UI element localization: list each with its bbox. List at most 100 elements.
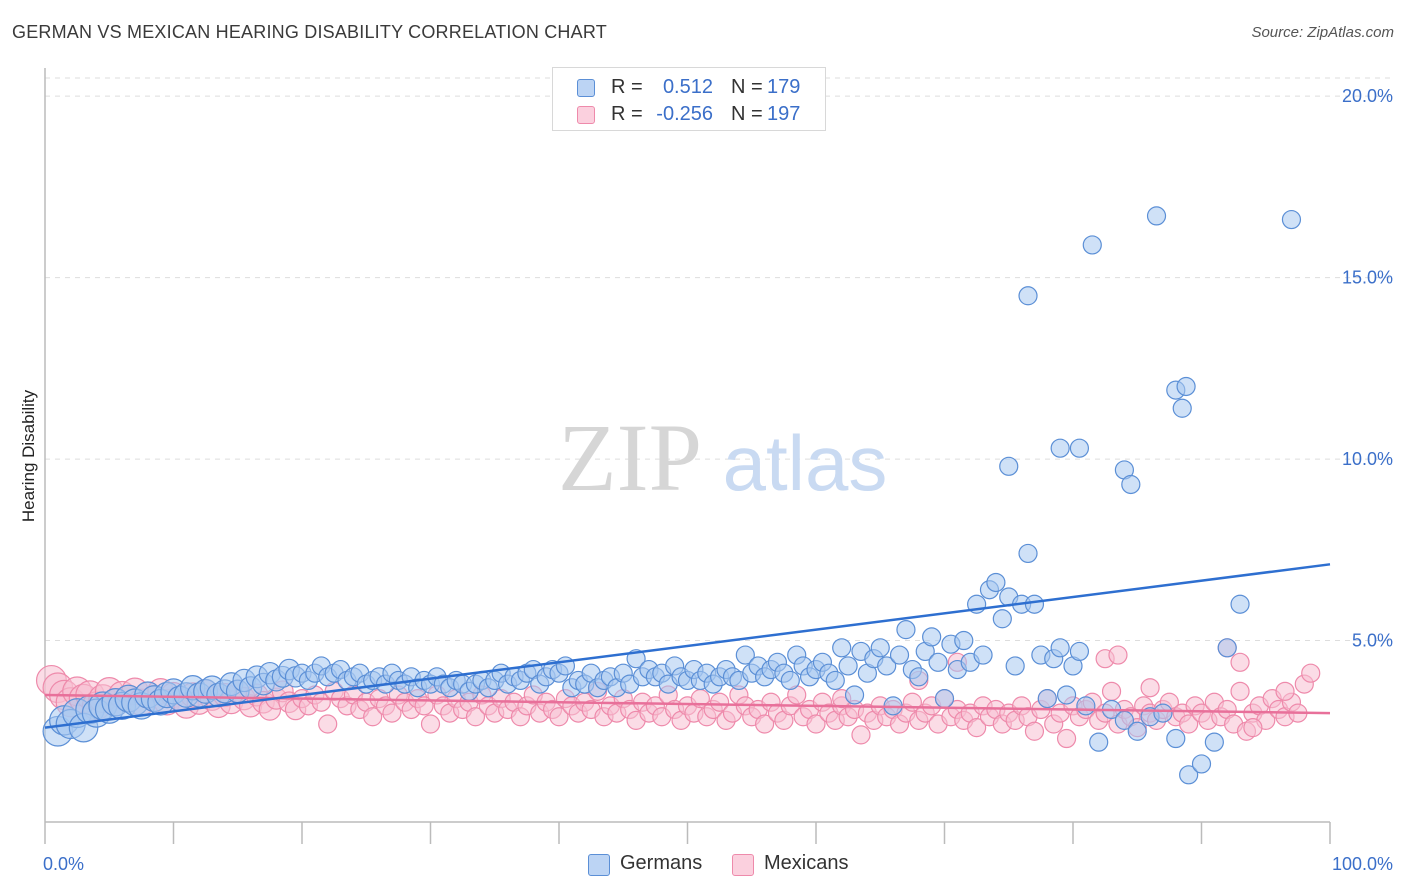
mexicans-point bbox=[851, 725, 871, 745]
germans-point bbox=[973, 645, 993, 665]
germans-point bbox=[832, 638, 852, 658]
mexicans-point bbox=[1056, 728, 1077, 749]
mexicans-point bbox=[420, 714, 441, 734]
germans-point bbox=[1176, 376, 1196, 397]
trend-lines bbox=[44, 563, 1331, 729]
germans-point bbox=[1024, 594, 1045, 614]
germans-point bbox=[1146, 206, 1167, 226]
germans-point bbox=[1204, 732, 1224, 752]
legend-swatch-germans bbox=[577, 79, 595, 97]
germans-point bbox=[1089, 732, 1109, 752]
germans-point bbox=[1191, 754, 1212, 774]
germans-point bbox=[986, 572, 1006, 593]
mexicans-trend-line bbox=[44, 693, 1331, 715]
y-tick-label: 15.0% bbox=[1342, 268, 1393, 288]
germans-point bbox=[896, 620, 916, 640]
y-axis-label: Hearing Disability bbox=[19, 389, 38, 522]
legend-row-germans: R = 0.512 N = 179 bbox=[553, 74, 825, 102]
watermark-atlas: atlas bbox=[723, 419, 888, 507]
mexicans-point bbox=[1230, 652, 1250, 672]
mexicans-point bbox=[1179, 714, 1199, 734]
legend-n-label: N = bbox=[731, 76, 763, 98]
germans-point bbox=[838, 656, 858, 676]
y-tick-label: 20.0% bbox=[1342, 86, 1393, 106]
legend-label-germans: Germans bbox=[620, 852, 703, 874]
germans-point bbox=[825, 670, 845, 691]
germans-point bbox=[992, 609, 1012, 629]
legend-n-value: 179 bbox=[767, 76, 801, 98]
germans-point bbox=[780, 670, 800, 691]
y-tick-label: 10.0% bbox=[1342, 449, 1393, 469]
germans-point bbox=[1005, 656, 1025, 676]
mexicans-point bbox=[465, 707, 486, 727]
chart-title: GERMAN VS MEXICAN HEARING DISABILITY COR… bbox=[12, 22, 607, 42]
mexicans-point bbox=[967, 718, 987, 738]
mexicans-point bbox=[1101, 681, 1122, 701]
germans-point bbox=[1069, 641, 1090, 662]
germans-trend-line bbox=[44, 563, 1331, 729]
legend-r-label: R = bbox=[611, 76, 643, 98]
watermark: ZIP atlas bbox=[558, 404, 887, 511]
mexicans-point bbox=[1024, 721, 1045, 741]
legend-n-value: 197 bbox=[767, 103, 801, 125]
mexicans-point bbox=[1275, 681, 1295, 701]
germans-point bbox=[1037, 689, 1057, 709]
mexicans-point bbox=[710, 692, 730, 712]
mexicans-point bbox=[1140, 678, 1160, 698]
legend-r-value: -0.256 bbox=[656, 103, 713, 125]
germans-point bbox=[1076, 696, 1096, 716]
legend-r-label: R = bbox=[611, 103, 643, 125]
y-tick-label: 5.0% bbox=[1352, 631, 1393, 651]
germans-point bbox=[1172, 398, 1192, 418]
germans-point bbox=[928, 652, 948, 672]
germans-point bbox=[1281, 209, 1302, 230]
germans-point bbox=[1127, 721, 1147, 741]
correlation-legend: R = 0.512 N = 179 R = -0.256 N = 197 bbox=[552, 67, 826, 131]
germans-point bbox=[1153, 703, 1173, 723]
mexicans-point bbox=[382, 703, 402, 723]
germans-point bbox=[1121, 474, 1141, 495]
legend-swatch-mexicans bbox=[732, 854, 754, 876]
grid-lines bbox=[45, 77, 1393, 642]
legend-r-value: 0.512 bbox=[662, 76, 713, 98]
legend-swatch-germans bbox=[588, 854, 610, 876]
germans-point bbox=[954, 630, 974, 651]
germans-point bbox=[934, 689, 955, 709]
watermark-zip: ZIP bbox=[558, 404, 702, 511]
mexicans-point bbox=[1108, 645, 1128, 665]
legend-label-mexicans: Mexicans bbox=[764, 852, 849, 874]
germans-point bbox=[1050, 638, 1070, 658]
mexicans-point bbox=[318, 714, 338, 734]
germans-point bbox=[1217, 638, 1237, 658]
germans-point bbox=[844, 685, 865, 705]
legend-row-mexicans: R = -0.256 N = 197 bbox=[553, 101, 825, 129]
mexicans-point bbox=[806, 714, 826, 734]
germans-point bbox=[1069, 438, 1090, 458]
tick-labels: 5.0% 10.0% 15.0% 20.0% 0.0% 100.0% bbox=[43, 86, 1393, 874]
mexicans-point bbox=[549, 707, 569, 727]
germans-point bbox=[1082, 235, 1102, 255]
germans-point bbox=[1050, 438, 1070, 458]
germans-point bbox=[735, 645, 755, 665]
mexicans-point bbox=[1230, 681, 1250, 701]
germans-point bbox=[1230, 594, 1250, 614]
mexicans-point bbox=[1243, 718, 1263, 738]
mexicans-point bbox=[754, 714, 775, 734]
x-tick-label: 100.0% bbox=[1332, 854, 1393, 874]
germans-point bbox=[877, 656, 897, 676]
germans-point bbox=[1179, 765, 1199, 785]
source-credit: Source: ZipAtlas.com bbox=[1251, 24, 1394, 41]
germans-point bbox=[889, 645, 910, 665]
x-tick-label: 0.0% bbox=[43, 854, 84, 874]
germans-point bbox=[1166, 728, 1186, 749]
germans-point bbox=[1018, 286, 1038, 306]
axes bbox=[44, 68, 1331, 844]
germans-point bbox=[999, 456, 1019, 476]
germans-point bbox=[922, 627, 942, 647]
germans-point bbox=[1056, 685, 1077, 705]
germans-point bbox=[1018, 543, 1038, 564]
germans-point bbox=[909, 667, 929, 687]
germans-points bbox=[42, 206, 1302, 785]
legend-n-label: N = bbox=[731, 103, 763, 125]
